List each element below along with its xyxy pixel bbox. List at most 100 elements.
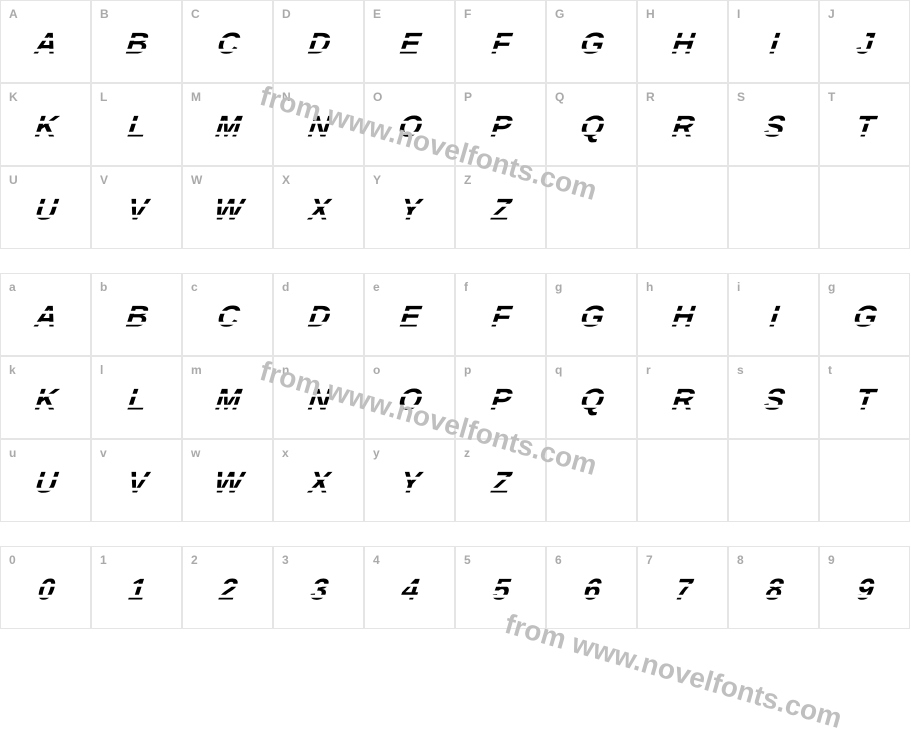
charmap-cell[interactable]: 44	[364, 546, 455, 629]
cell-key-label: r	[646, 363, 651, 377]
charmap-cell[interactable]: FF	[455, 0, 546, 83]
charmap-cell[interactable]: UU	[0, 166, 91, 249]
charmap-cell[interactable]: yY	[364, 439, 455, 522]
charmap-cell[interactable]: kK	[0, 356, 91, 439]
charmap-cell[interactable]: lL	[91, 356, 182, 439]
cell-glyph: H	[667, 28, 699, 62]
cell-key-label: 6	[555, 553, 562, 567]
cell-key-label: g	[555, 280, 562, 294]
cell-glyph: E	[394, 301, 424, 335]
charmap-cell[interactable]: 88	[728, 546, 819, 629]
charmap-cell[interactable]: RR	[637, 83, 728, 166]
cell-glyph: 7	[669, 574, 696, 608]
charmap-cell[interactable]: gG	[546, 273, 637, 356]
charmap-cell[interactable]: XX	[273, 166, 364, 249]
cell-key-label: 0	[9, 553, 16, 567]
cell-glyph: 4	[396, 574, 423, 608]
charmap-cell[interactable]: cC	[182, 273, 273, 356]
charmap-cell[interactable]: hH	[637, 273, 728, 356]
cell-glyph: N	[303, 111, 335, 145]
cell-key-label: J	[828, 7, 835, 21]
charmap-cell[interactable]: wW	[182, 439, 273, 522]
charmap-cell[interactable]: 99	[819, 546, 910, 629]
charmap-cell[interactable]: fF	[455, 273, 546, 356]
cell-glyph: A	[30, 301, 62, 335]
charmap-cell[interactable]: 66	[546, 546, 637, 629]
charmap-cell[interactable]: AA	[0, 0, 91, 83]
cell-glyph: Q	[575, 111, 608, 145]
charmap-cell[interactable]: bB	[91, 273, 182, 356]
charmap-cell[interactable]: CC	[182, 0, 273, 83]
cell-glyph: V	[121, 194, 151, 228]
charmap-cell[interactable]: JJ	[819, 0, 910, 83]
charmap-cell[interactable]: MM	[182, 83, 273, 166]
charmap-cell[interactable]: xX	[273, 439, 364, 522]
charmap-cell[interactable]: zZ	[455, 439, 546, 522]
cell-glyph: 2	[214, 574, 241, 608]
charmap-cell[interactable]: iI	[728, 273, 819, 356]
charmap-cell[interactable]: gG	[819, 273, 910, 356]
cell-key-label: u	[9, 446, 16, 460]
charmap-cell[interactable]: oO	[364, 356, 455, 439]
cell-glyph: 3	[305, 574, 332, 608]
charmap-cell[interactable]: QQ	[546, 83, 637, 166]
cell-key-label: 3	[282, 553, 289, 567]
cell-glyph: U	[30, 194, 62, 228]
cell-key-label: 2	[191, 553, 198, 567]
charmap-cell[interactable]: OO	[364, 83, 455, 166]
charmap-cell[interactable]: SS	[728, 83, 819, 166]
cell-key-label: F	[464, 7, 471, 21]
cell-key-label: g	[828, 280, 835, 294]
charmap-cell[interactable]: DD	[273, 0, 364, 83]
charmap-cell[interactable]: sS	[728, 356, 819, 439]
charmap-cell[interactable]: eE	[364, 273, 455, 356]
charmap-cell[interactable]: YY	[364, 166, 455, 249]
charmap-cell[interactable]: 11	[91, 546, 182, 629]
cell-glyph: T	[850, 111, 878, 145]
cell-key-label: x	[282, 446, 289, 460]
cell-key-label: t	[828, 363, 832, 377]
charmap-cell-empty	[819, 166, 910, 249]
charmap-cell[interactable]: II	[728, 0, 819, 83]
charmap-cell[interactable]: dD	[273, 273, 364, 356]
charmap-cell[interactable]: EE	[364, 0, 455, 83]
charmap-cell[interactable]: HH	[637, 0, 728, 83]
charmap-cell[interactable]: mM	[182, 356, 273, 439]
cell-key-label: d	[282, 280, 289, 294]
charmap-cell[interactable]: NN	[273, 83, 364, 166]
charmap-cell[interactable]: 00	[0, 546, 91, 629]
charmap-cell[interactable]: TT	[819, 83, 910, 166]
charmap-cell[interactable]: BB	[91, 0, 182, 83]
charmap-cell[interactable]: VV	[91, 166, 182, 249]
charmap-cell[interactable]: 33	[273, 546, 364, 629]
cell-glyph: S	[758, 384, 788, 418]
cell-glyph: 5	[487, 574, 514, 608]
charmap-cell[interactable]: rR	[637, 356, 728, 439]
charmap-cell[interactable]: pP	[455, 356, 546, 439]
charmap-cell[interactable]: WW	[182, 166, 273, 249]
charmap-cell[interactable]: 22	[182, 546, 273, 629]
charmap-cell[interactable]: tT	[819, 356, 910, 439]
cell-glyph: 8	[760, 574, 787, 608]
cell-key-label: N	[282, 90, 291, 104]
cell-glyph: H	[667, 301, 699, 335]
charmap-cell[interactable]: vV	[91, 439, 182, 522]
charmap-cell[interactable]: aA	[0, 273, 91, 356]
cell-key-label: 1	[100, 553, 107, 567]
charmap-cell[interactable]: 55	[455, 546, 546, 629]
charmap-cell[interactable]: 77	[637, 546, 728, 629]
cell-key-label: v	[100, 446, 107, 460]
charmap-cell[interactable]: ZZ	[455, 166, 546, 249]
cell-glyph: J	[851, 28, 878, 62]
charmap-section-uppercase: AABBCCDDEEFFGGHHIIJJKKLLMMNNOOPPQQRRSSTT…	[0, 0, 911, 249]
cell-key-label: L	[100, 90, 107, 104]
charmap-cell[interactable]: nN	[273, 356, 364, 439]
charmap-cell-empty	[728, 439, 819, 522]
charmap-cell[interactable]: LL	[91, 83, 182, 166]
cell-key-label: M	[191, 90, 201, 104]
charmap-cell[interactable]: uU	[0, 439, 91, 522]
charmap-cell[interactable]: PP	[455, 83, 546, 166]
charmap-cell[interactable]: GG	[546, 0, 637, 83]
charmap-cell[interactable]: qQ	[546, 356, 637, 439]
charmap-cell[interactable]: KK	[0, 83, 91, 166]
